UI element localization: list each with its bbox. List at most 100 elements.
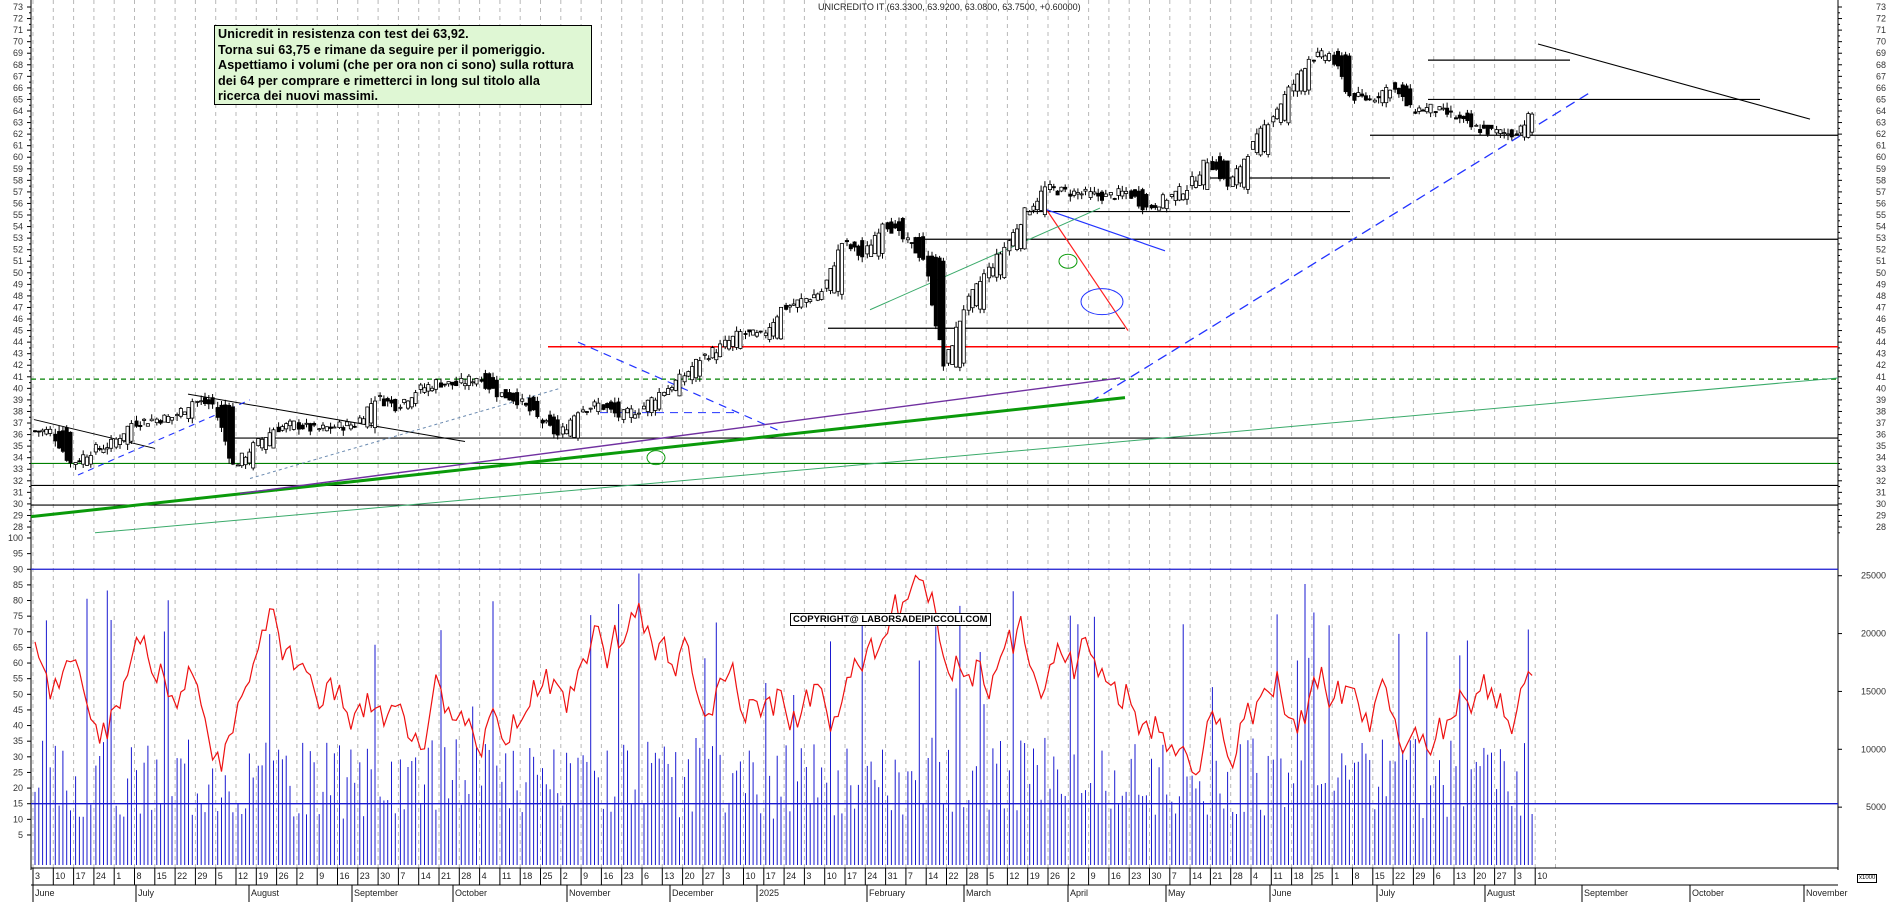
day-label: 23: [624, 871, 634, 881]
price-tick-label: 61: [1876, 141, 1886, 151]
candle-body: [1181, 193, 1186, 201]
price-tick-label: 36: [1876, 430, 1886, 440]
price-tick-label: 38: [13, 406, 23, 416]
candle-body: [812, 294, 817, 299]
candle-body: [751, 329, 756, 336]
candle-body: [625, 407, 630, 414]
price-tick-label: 46: [13, 314, 23, 324]
candle-body: [961, 309, 966, 364]
candle-body: [612, 402, 617, 414]
candle-body: [1461, 115, 1466, 120]
price-tick-label: 41: [1876, 372, 1886, 382]
candle-body: [154, 418, 159, 424]
candle-body: [601, 404, 606, 410]
note-line: ricerca dei nuovi massimi.: [218, 89, 379, 104]
price-tick-label: 38: [1876, 406, 1886, 416]
day-label: 21: [1212, 871, 1222, 881]
day-label: 11: [1273, 871, 1282, 881]
day-label: 12: [238, 871, 248, 881]
candle-body: [592, 401, 597, 407]
candle-body: [754, 332, 759, 337]
day-label: 8: [1355, 871, 1360, 881]
candle-body: [1225, 160, 1230, 187]
month-label: August: [1487, 888, 1516, 898]
candle-body: [1088, 191, 1093, 198]
candle-body: [474, 378, 479, 385]
price-tick-label: 70: [13, 37, 23, 47]
candle-body: [381, 398, 386, 407]
candle-body: [312, 423, 317, 426]
price-tick-label: 69: [13, 48, 23, 58]
day-label: 24: [786, 871, 796, 881]
day-label: 15: [157, 871, 167, 881]
candle-body: [260, 438, 265, 449]
candle-body: [1072, 190, 1077, 196]
candle-body: [1339, 55, 1344, 77]
candle-body: [81, 454, 86, 465]
candle-body: [515, 392, 520, 406]
price-tick-label: 73: [13, 2, 23, 12]
candle-body: [642, 405, 647, 410]
candle-body: [422, 387, 427, 393]
candle-body: [1404, 85, 1409, 107]
candle-body: [276, 426, 281, 433]
day-label: 26: [1050, 871, 1060, 881]
price-tick-label: 68: [13, 60, 23, 70]
candle-body: [714, 352, 719, 361]
month-label: March: [966, 888, 991, 898]
candle-body: [190, 401, 195, 419]
candle-body: [202, 397, 207, 404]
month-label: September: [1584, 888, 1628, 898]
candle-body: [1271, 116, 1276, 123]
candle-body: [507, 392, 512, 401]
price-tick-label: 70: [1876, 37, 1886, 47]
candle-body: [1518, 125, 1523, 134]
price-tick-label: 71: [1876, 25, 1886, 35]
rising-support-trendline: [1089, 91, 1591, 403]
price-tick-label: 68: [1876, 60, 1886, 70]
candle-body: [1465, 112, 1470, 122]
candle-body: [555, 419, 560, 436]
candle-body: [1400, 84, 1405, 97]
candle-body: [1514, 133, 1519, 136]
candle-body: [466, 375, 471, 386]
candle-body: [454, 380, 459, 387]
candle-body: [60, 430, 65, 452]
candle-body: [1262, 124, 1267, 152]
candle-body: [605, 403, 610, 409]
candle-body: [1031, 205, 1036, 211]
price-tick-label: 72: [13, 14, 23, 24]
candle-body: [1221, 160, 1226, 179]
osc-tick-label: 65: [13, 642, 23, 652]
price-tick-label: 31: [13, 487, 23, 497]
price-tick-label: 64: [13, 106, 23, 116]
candle-body: [1384, 87, 1389, 104]
candle-body: [1363, 95, 1368, 101]
candle-body: [93, 444, 98, 453]
candle-body: [527, 397, 532, 412]
day-label: 4: [1253, 871, 1258, 881]
candle-body: [1100, 191, 1105, 201]
candle-body: [1489, 124, 1494, 129]
vol-tick-label: 20000: [1861, 629, 1886, 639]
candle-body: [1120, 190, 1125, 197]
candle-body: [1136, 190, 1141, 207]
candle-body: [787, 305, 792, 308]
candle-body: [531, 396, 536, 411]
candle-body: [1035, 200, 1040, 211]
candle-body: [819, 291, 824, 300]
candle-body: [808, 299, 813, 302]
candle-body: [1315, 51, 1320, 57]
day-label: 13: [664, 871, 674, 881]
day-label: 8: [137, 871, 142, 881]
candle-body: [673, 379, 678, 391]
price-tick-label: 59: [13, 164, 23, 174]
osc-tick-label: 50: [13, 689, 23, 699]
day-label: 22: [1395, 871, 1405, 881]
candle-body: [795, 299, 800, 308]
candle-body: [300, 424, 305, 430]
price-tick-label: 65: [13, 94, 23, 104]
candle-body: [1278, 103, 1283, 123]
candle-body: [1311, 59, 1316, 62]
candle-body: [219, 404, 224, 428]
